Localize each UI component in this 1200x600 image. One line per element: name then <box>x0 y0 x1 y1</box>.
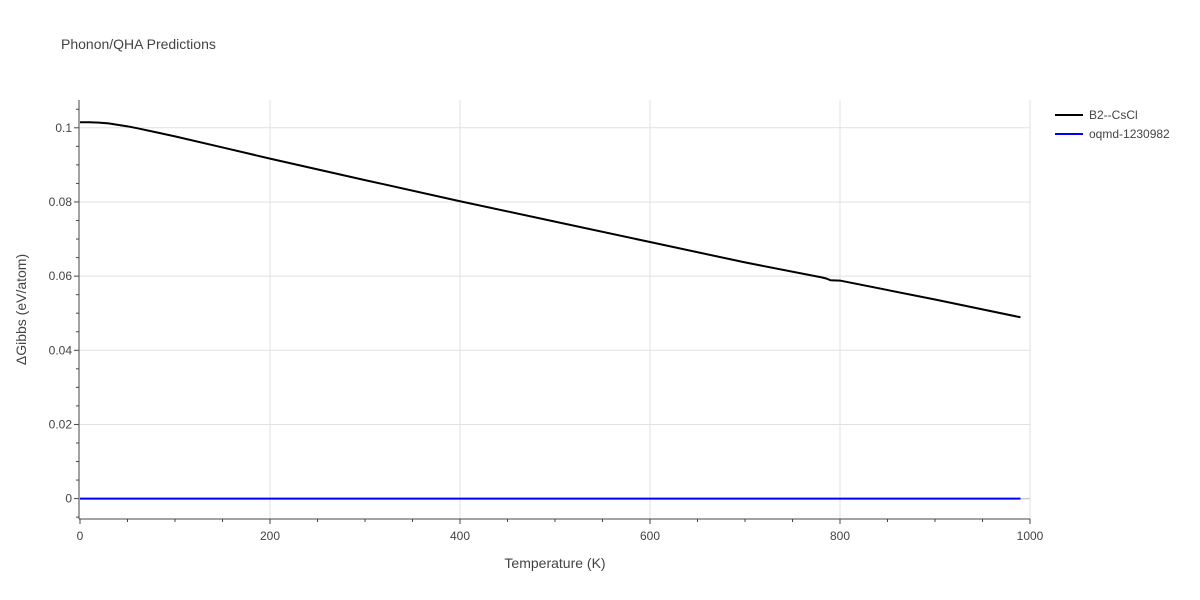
y-tick-label: 0.08 <box>49 195 73 209</box>
x-tick-label: 1000 <box>1017 529 1044 543</box>
x-tick-label: 200 <box>260 529 280 543</box>
y-tick-label: 0.06 <box>49 269 73 283</box>
x-tick-label: 800 <box>830 529 850 543</box>
legend[interactable]: B2--CsCl oqmd-1230982 <box>1055 108 1170 141</box>
y-tick-label: 0 <box>65 492 72 506</box>
legend-label: oqmd-1230982 <box>1089 127 1170 141</box>
x-tick-label: 600 <box>640 529 660 543</box>
y-tick-label: 0.04 <box>49 343 73 357</box>
chart-title: Phonon/QHA Predictions <box>61 36 216 52</box>
series-line-1 <box>80 121 1021 319</box>
series-layer <box>80 121 1021 500</box>
x-tick-label: 0 <box>77 529 84 543</box>
x-axis-title: Temperature (K) <box>504 555 605 571</box>
y-tick-label: 0.1 <box>55 121 72 135</box>
legend-item[interactable]: B2--CsCl <box>1055 108 1138 122</box>
x-tick-label: 400 <box>450 529 470 543</box>
grid-layer <box>80 100 1031 519</box>
axis-layer: 0 200 400 600 800 1000 0 0.02 0.04 0.06 0.08 0.1 <box>49 100 1044 543</box>
legend-item[interactable]: oqmd-1230982 <box>1055 127 1170 141</box>
y-axis-title: ΔGibbs (eV/atom) <box>13 254 29 365</box>
legend-label: B2--CsCl <box>1089 108 1138 122</box>
y-tick-label: 0.02 <box>49 417 73 431</box>
